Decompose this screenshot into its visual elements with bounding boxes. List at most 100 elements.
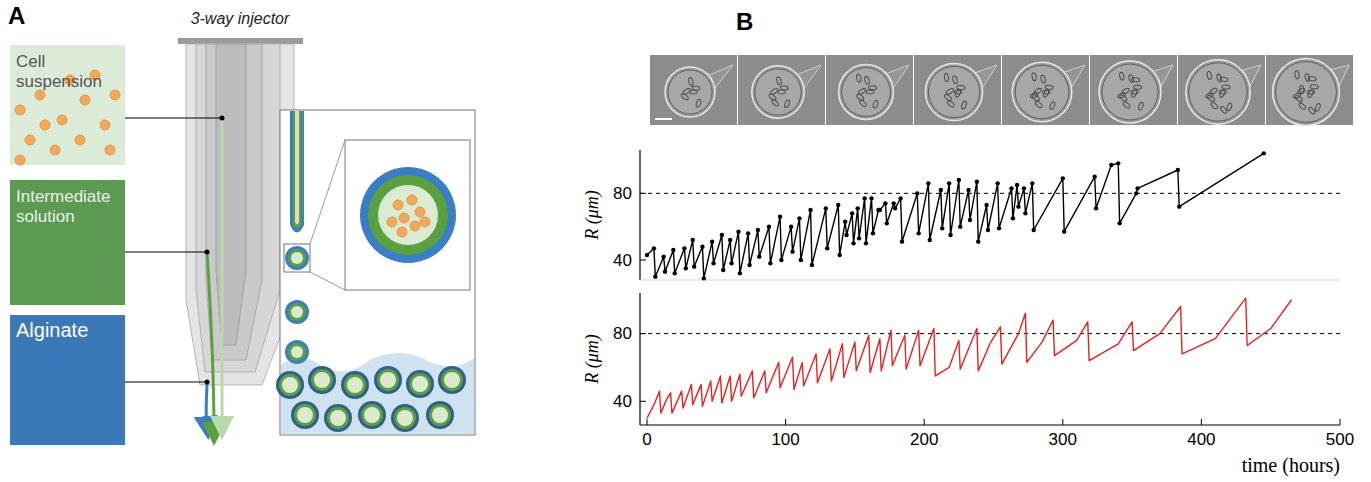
micrograph (914, 55, 1001, 125)
series-marker (652, 246, 656, 250)
series-marker (871, 231, 875, 235)
series-marker (958, 224, 962, 228)
bead (308, 366, 336, 394)
series-marker (837, 253, 841, 257)
micrograph-cell (771, 99, 780, 107)
series-marker (986, 228, 990, 232)
x-tick-label: 100 (771, 430, 799, 449)
text-line: Alginate (16, 319, 88, 341)
cell-icon (15, 105, 25, 115)
bead (361, 404, 383, 426)
cell-icon (407, 195, 417, 205)
bead (438, 366, 466, 394)
micrograph-capsule (925, 63, 982, 120)
micrograph-cell (1298, 102, 1307, 110)
chart: 4080R (μm) (582, 150, 1344, 281)
series-marker (939, 188, 943, 192)
series-marker (850, 211, 854, 215)
bead (391, 404, 419, 432)
bead (291, 401, 319, 429)
series-marker (843, 219, 847, 223)
micrograph-cell (1308, 76, 1317, 81)
micrograph-cell (1207, 71, 1212, 80)
injector-label: 3-way injector (191, 10, 290, 27)
series-marker (948, 233, 952, 237)
series-marker (810, 263, 814, 267)
bead (380, 372, 396, 388)
cell-icon (57, 115, 67, 125)
jet-core (295, 111, 299, 225)
series-marker (747, 263, 751, 267)
micrograph-cell (1138, 102, 1145, 111)
series-marker (757, 254, 761, 258)
series-marker (767, 224, 771, 228)
series-marker (1062, 229, 1066, 233)
series-marker (778, 214, 782, 218)
micrograph-capsule (1012, 62, 1072, 122)
input-label: Cellsuspension (16, 52, 102, 91)
x-tick (1340, 419, 1341, 425)
scale-bar (655, 118, 672, 120)
x-tick-label: 300 (1049, 430, 1077, 449)
series-marker (869, 196, 873, 200)
cell-icon (397, 227, 407, 237)
micrograph-cell (776, 77, 782, 86)
x-tick (647, 419, 648, 425)
series-marker (916, 231, 920, 235)
series-marker (663, 269, 667, 273)
micrograph-capsule (1102, 64, 1158, 120)
x-axis-title: time (hours) (1242, 454, 1340, 477)
micrograph-capsule (1186, 60, 1250, 124)
micrograph-cell (1226, 102, 1233, 111)
text-line: Cell (16, 52, 45, 71)
bead (276, 371, 304, 399)
injector-body (186, 44, 294, 385)
cell-icon (415, 207, 425, 217)
cell-icon (25, 135, 35, 145)
series-marker (926, 181, 930, 185)
bead (374, 366, 402, 394)
micrograph-cell (946, 100, 955, 108)
y-axis-title: R (μm) (582, 334, 603, 385)
series-line (647, 153, 1264, 278)
micrograph-cell (770, 88, 779, 96)
cell-icon (399, 213, 409, 223)
series-marker (789, 224, 793, 228)
series-marker (857, 236, 861, 240)
cell-icon (80, 95, 90, 105)
y-tick (640, 401, 646, 402)
y-axis-title: R (μm) (582, 190, 603, 241)
micrograph-capsule (668, 70, 712, 114)
x-axis (640, 280, 1340, 281)
capsule (285, 340, 309, 364)
micrograph-cell (961, 101, 968, 110)
micrograph-capsule (1099, 61, 1161, 123)
figure: ACellsuspensionIntermediatesolutionAlgin… (0, 0, 1371, 482)
micrograph-cell (695, 99, 702, 108)
micrograph-cell (1210, 101, 1219, 109)
micrograph-capsule (752, 66, 804, 118)
bead (327, 407, 349, 429)
series-marker (893, 206, 897, 210)
cell-icon (50, 145, 60, 155)
inset-frame (280, 110, 475, 435)
series-marker (864, 241, 868, 245)
series-marker (1177, 204, 1181, 208)
series-marker (692, 264, 696, 268)
y-tick-label: 80 (613, 184, 632, 203)
micrograph-cell (1030, 92, 1039, 99)
bead (347, 377, 363, 393)
series-marker (790, 249, 794, 253)
series-marker (645, 253, 649, 257)
bead (364, 407, 380, 423)
text-line: solution (16, 207, 75, 226)
capsule (291, 252, 303, 264)
series-marker (710, 239, 714, 243)
series-marker (1135, 186, 1139, 190)
y-axis (639, 293, 640, 425)
micrograph-cell (1219, 89, 1226, 98)
chart: 40800100200300400500R (μm)time (hours) (582, 293, 1354, 477)
zoom-line (310, 140, 345, 244)
micrograph-cell (1220, 77, 1229, 82)
micrograph-cell (780, 86, 788, 91)
